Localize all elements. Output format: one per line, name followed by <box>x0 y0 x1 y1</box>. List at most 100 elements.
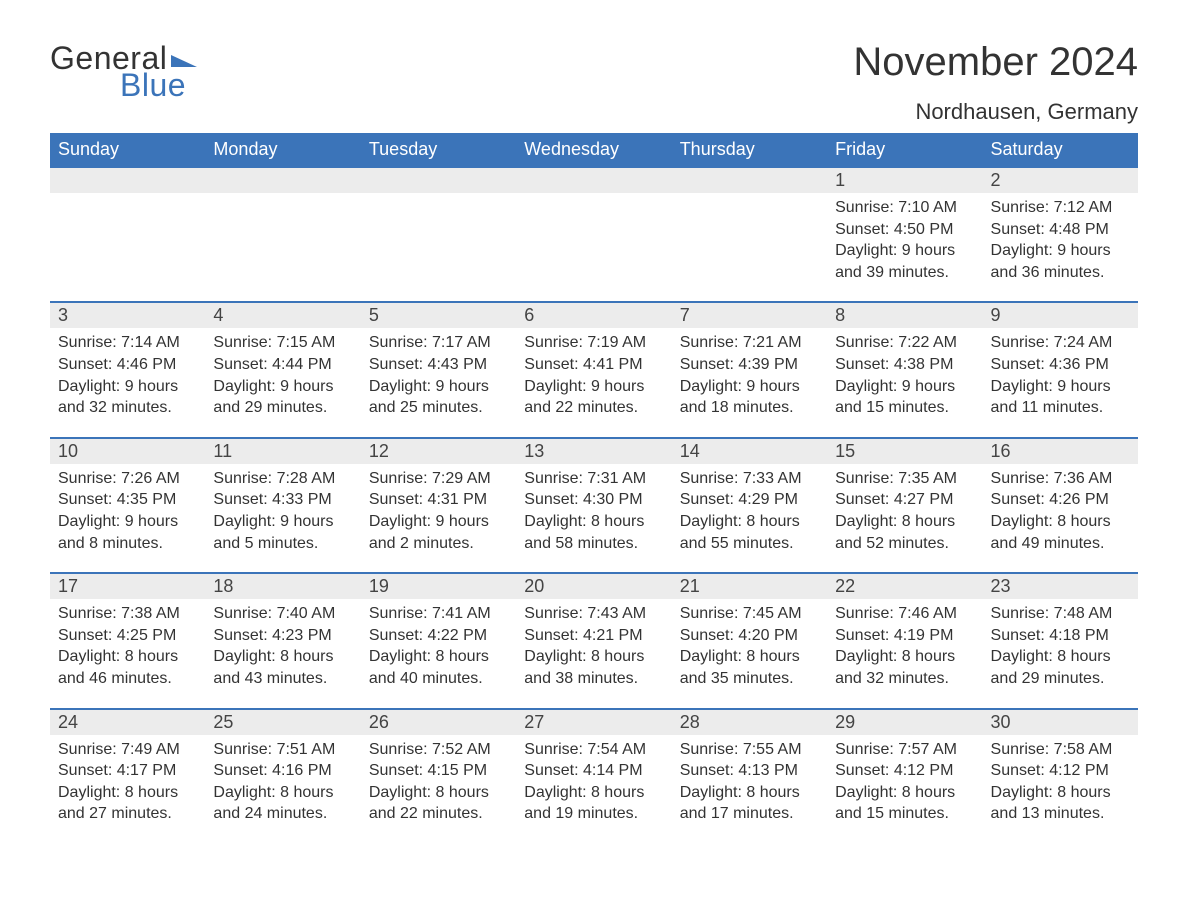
sunset-line: Sunset: 4:12 PM <box>991 760 1130 782</box>
sunset-line: Sunset: 4:22 PM <box>369 625 508 647</box>
daynum-row: 3456789 <box>50 302 1138 328</box>
day-number: 20 <box>524 576 544 596</box>
day-detail-cell: Sunrise: 7:51 AMSunset: 4:16 PMDaylight:… <box>205 735 360 843</box>
sunrise-line: Sunrise: 7:36 AM <box>991 468 1130 490</box>
daylight-line: Daylight: 8 hours <box>524 511 663 533</box>
month-title: November 2024 <box>853 40 1138 85</box>
day-number-cell: 9 <box>983 302 1138 328</box>
sunrise-line: Sunrise: 7:46 AM <box>835 603 974 625</box>
day-number: 7 <box>680 305 690 325</box>
daylight-line: and 13 minutes. <box>991 803 1130 825</box>
day-number: 19 <box>369 576 389 596</box>
daylight-line: Daylight: 9 hours <box>991 376 1130 398</box>
day-number: 26 <box>369 712 389 732</box>
daylight-line: Daylight: 8 hours <box>524 782 663 804</box>
daylight-line: and 32 minutes. <box>835 668 974 690</box>
daylight-line: Daylight: 8 hours <box>680 511 819 533</box>
daylight-line: and 19 minutes. <box>524 803 663 825</box>
day-number: 21 <box>680 576 700 596</box>
day-detail-row: Sunrise: 7:14 AMSunset: 4:46 PMDaylight:… <box>50 328 1138 437</box>
sunrise-line: Sunrise: 7:24 AM <box>991 332 1130 354</box>
day-detail-cell: Sunrise: 7:26 AMSunset: 4:35 PMDaylight:… <box>50 464 205 573</box>
day-number: 12 <box>369 441 389 461</box>
daylight-line: and 36 minutes. <box>991 262 1130 284</box>
sunrise-line: Sunrise: 7:58 AM <box>991 739 1130 761</box>
daylight-line: and 38 minutes. <box>524 668 663 690</box>
daylight-line: Daylight: 8 hours <box>991 511 1130 533</box>
daynum-row: 12 <box>50 167 1138 193</box>
day-detail-cell: Sunrise: 7:29 AMSunset: 4:31 PMDaylight:… <box>361 464 516 573</box>
day-number: 16 <box>991 441 1011 461</box>
daylight-line: Daylight: 8 hours <box>680 782 819 804</box>
dow-header-row: Sunday Monday Tuesday Wednesday Thursday… <box>50 133 1138 167</box>
daylight-line: and 39 minutes. <box>835 262 974 284</box>
day-detail-cell <box>50 193 205 302</box>
sunset-line: Sunset: 4:30 PM <box>524 489 663 511</box>
dow-header: Thursday <box>672 133 827 167</box>
sunset-line: Sunset: 4:46 PM <box>58 354 197 376</box>
sunrise-line: Sunrise: 7:28 AM <box>213 468 352 490</box>
day-number-cell: 15 <box>827 438 982 464</box>
day-number-cell: 12 <box>361 438 516 464</box>
sunrise-line: Sunrise: 7:33 AM <box>680 468 819 490</box>
title-block: November 2024 Nordhausen, Germany <box>853 40 1138 125</box>
day-detail-cell: Sunrise: 7:21 AMSunset: 4:39 PMDaylight:… <box>672 328 827 437</box>
day-detail-cell: Sunrise: 7:45 AMSunset: 4:20 PMDaylight:… <box>672 599 827 708</box>
daylight-line: Daylight: 8 hours <box>991 782 1130 804</box>
day-number: 29 <box>835 712 855 732</box>
sunrise-line: Sunrise: 7:31 AM <box>524 468 663 490</box>
day-number-cell: 19 <box>361 573 516 599</box>
daylight-line: Daylight: 9 hours <box>213 376 352 398</box>
day-number: 25 <box>213 712 233 732</box>
day-number-cell: 17 <box>50 573 205 599</box>
day-detail-cell: Sunrise: 7:19 AMSunset: 4:41 PMDaylight:… <box>516 328 671 437</box>
day-number-cell: 13 <box>516 438 671 464</box>
sunset-line: Sunset: 4:15 PM <box>369 760 508 782</box>
day-number: 30 <box>991 712 1011 732</box>
day-number: 5 <box>369 305 379 325</box>
daylight-line: Daylight: 8 hours <box>835 511 974 533</box>
day-number-cell <box>205 167 360 193</box>
day-number-cell: 28 <box>672 709 827 735</box>
daylight-line: and 46 minutes. <box>58 668 197 690</box>
day-number-cell: 21 <box>672 573 827 599</box>
sunset-line: Sunset: 4:13 PM <box>680 760 819 782</box>
day-number: 24 <box>58 712 78 732</box>
sunrise-line: Sunrise: 7:29 AM <box>369 468 508 490</box>
day-number: 15 <box>835 441 855 461</box>
sunset-line: Sunset: 4:39 PM <box>680 354 819 376</box>
day-number: 3 <box>58 305 68 325</box>
day-number-cell: 24 <box>50 709 205 735</box>
day-number-cell: 1 <box>827 167 982 193</box>
sunrise-line: Sunrise: 7:45 AM <box>680 603 819 625</box>
sunrise-line: Sunrise: 7:38 AM <box>58 603 197 625</box>
day-number: 10 <box>58 441 78 461</box>
daylight-line: and 15 minutes. <box>835 397 974 419</box>
daylight-line: Daylight: 8 hours <box>58 646 197 668</box>
day-detail-cell: Sunrise: 7:17 AMSunset: 4:43 PMDaylight:… <box>361 328 516 437</box>
sunrise-line: Sunrise: 7:17 AM <box>369 332 508 354</box>
daylight-line: and 15 minutes. <box>835 803 974 825</box>
sunset-line: Sunset: 4:27 PM <box>835 489 974 511</box>
daynum-row: 17181920212223 <box>50 573 1138 599</box>
day-number-cell <box>361 167 516 193</box>
daylight-line: Daylight: 9 hours <box>680 376 819 398</box>
sunset-line: Sunset: 4:19 PM <box>835 625 974 647</box>
daylight-line: Daylight: 8 hours <box>991 646 1130 668</box>
sunset-line: Sunset: 4:20 PM <box>680 625 819 647</box>
day-detail-cell: Sunrise: 7:55 AMSunset: 4:13 PMDaylight:… <box>672 735 827 843</box>
day-number: 13 <box>524 441 544 461</box>
sunset-line: Sunset: 4:35 PM <box>58 489 197 511</box>
daylight-line: Daylight: 8 hours <box>680 646 819 668</box>
day-detail-cell: Sunrise: 7:46 AMSunset: 4:19 PMDaylight:… <box>827 599 982 708</box>
sunset-line: Sunset: 4:12 PM <box>835 760 974 782</box>
sunset-line: Sunset: 4:26 PM <box>991 489 1130 511</box>
day-number: 28 <box>680 712 700 732</box>
day-detail-cell: Sunrise: 7:38 AMSunset: 4:25 PMDaylight:… <box>50 599 205 708</box>
daylight-line: and 35 minutes. <box>680 668 819 690</box>
day-number-cell: 25 <box>205 709 360 735</box>
day-detail-cell: Sunrise: 7:41 AMSunset: 4:22 PMDaylight:… <box>361 599 516 708</box>
daylight-line: and 25 minutes. <box>369 397 508 419</box>
daylight-line: Daylight: 9 hours <box>835 376 974 398</box>
day-detail-row: Sunrise: 7:38 AMSunset: 4:25 PMDaylight:… <box>50 599 1138 708</box>
